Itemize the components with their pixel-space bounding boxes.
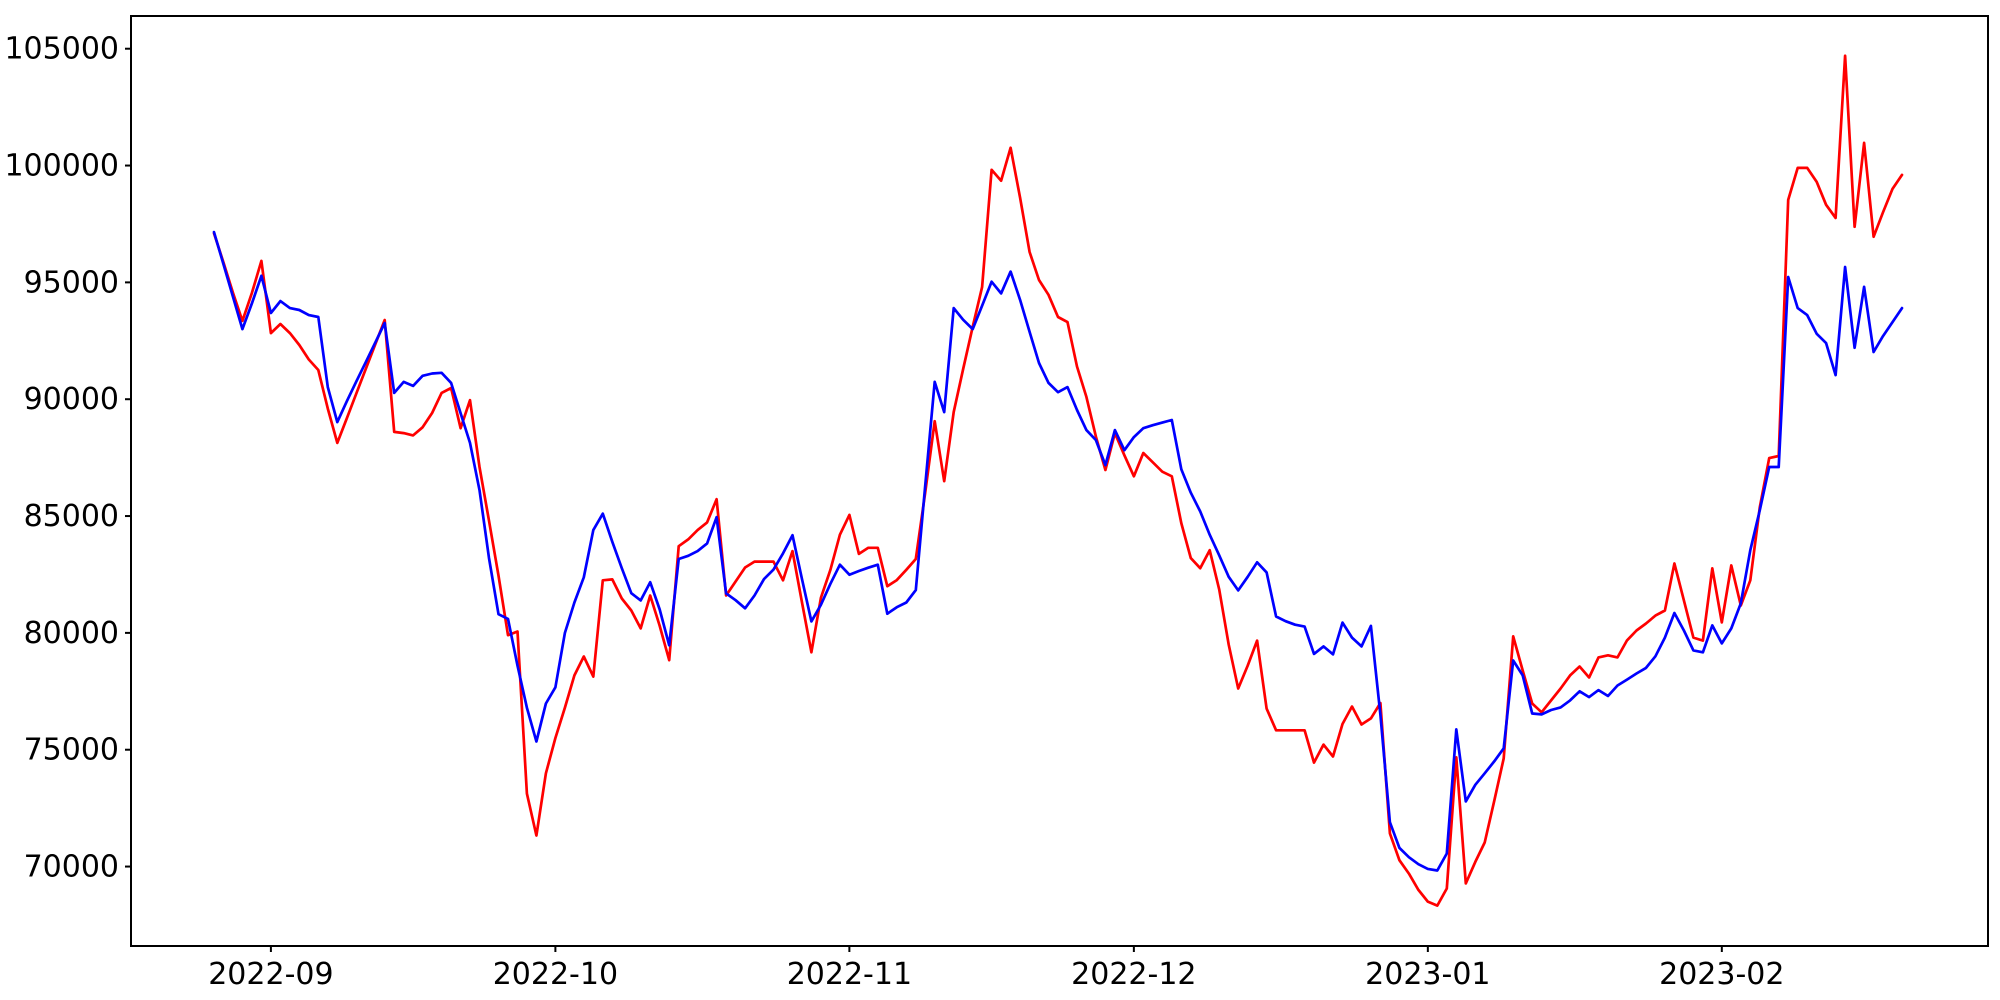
y-tick-label: 105000	[4, 32, 119, 67]
y-tick-label: 80000	[24, 616, 119, 651]
x-tick-label: 2022-11	[787, 957, 912, 992]
y-tick-label: 90000	[24, 382, 119, 417]
red-series-line	[212, 54, 1904, 907]
x-tick-label: 2022-10	[493, 957, 618, 992]
y-tick-label: 85000	[24, 499, 119, 534]
x-tick-label: 2022-09	[208, 957, 333, 992]
plot-border	[130, 15, 1989, 947]
y-tick-label: 70000	[24, 850, 119, 885]
x-tick-label: 2023-02	[1659, 957, 1784, 992]
blue-series-line	[212, 230, 1904, 872]
y-tick-label: 95000	[24, 265, 119, 300]
x-tick-label: 2022-12	[1071, 957, 1196, 992]
x-tick-label: 2023-01	[1365, 957, 1490, 992]
y-tick-label: 100000	[4, 149, 119, 184]
y-tick-label: 75000	[24, 733, 119, 768]
